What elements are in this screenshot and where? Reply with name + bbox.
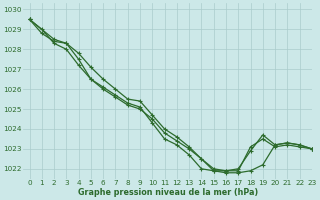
X-axis label: Graphe pression niveau de la mer (hPa): Graphe pression niveau de la mer (hPa) bbox=[77, 188, 258, 197]
